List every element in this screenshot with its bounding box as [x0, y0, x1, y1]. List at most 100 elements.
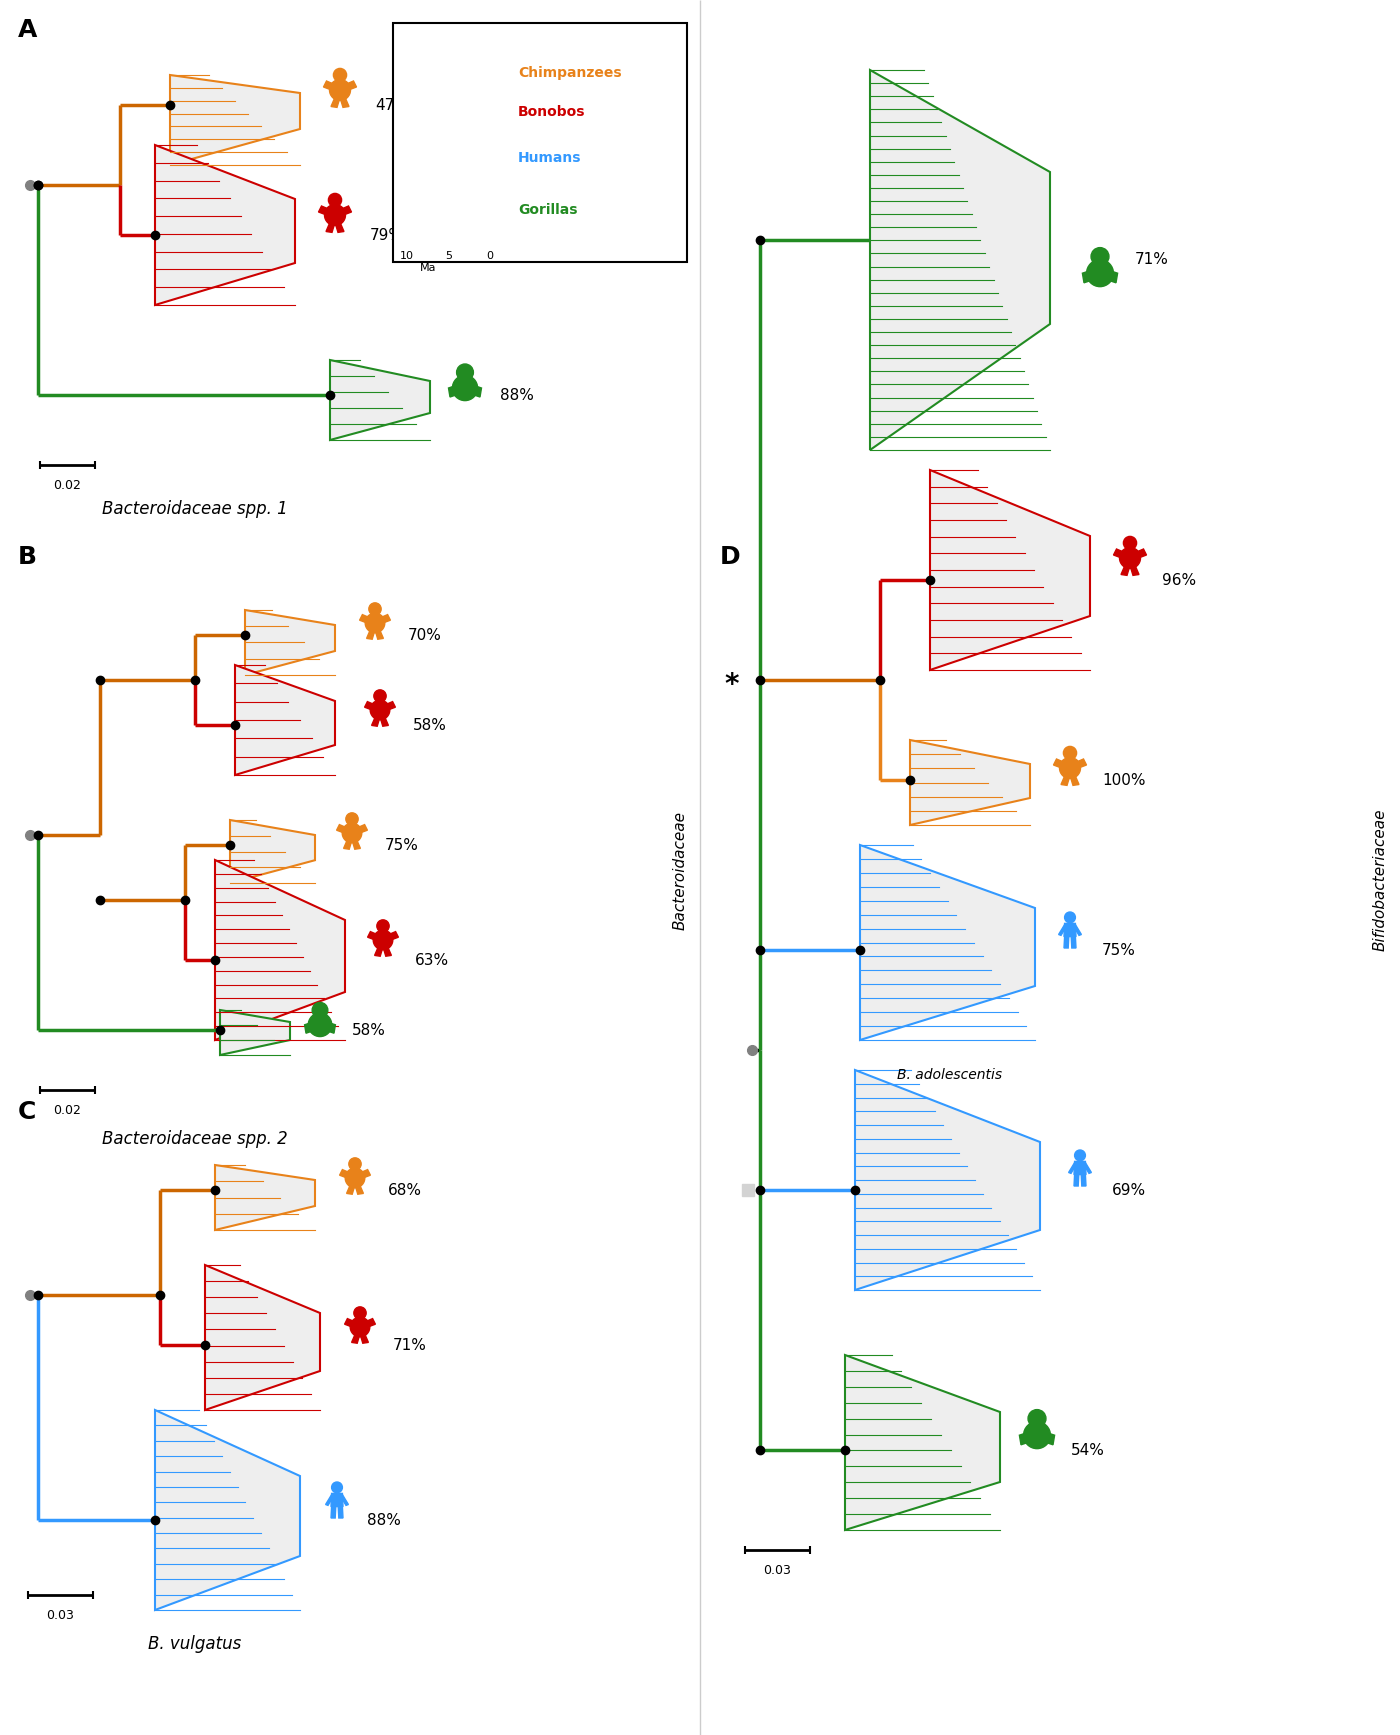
Circle shape	[365, 612, 385, 633]
Text: 79%: 79%	[370, 227, 405, 243]
Text: *: *	[725, 671, 739, 699]
Polygon shape	[624, 66, 634, 75]
Polygon shape	[630, 78, 636, 85]
Polygon shape	[375, 628, 384, 638]
Polygon shape	[360, 614, 372, 625]
Polygon shape	[330, 95, 340, 108]
Polygon shape	[594, 210, 602, 219]
Polygon shape	[1074, 925, 1081, 935]
Polygon shape	[1064, 923, 1077, 937]
Polygon shape	[588, 154, 594, 161]
Polygon shape	[351, 1332, 360, 1343]
Text: 54%: 54%	[1071, 1442, 1105, 1457]
Polygon shape	[155, 1411, 300, 1610]
Polygon shape	[596, 163, 601, 172]
Text: 58%: 58%	[351, 1022, 386, 1038]
Polygon shape	[340, 1494, 349, 1506]
Polygon shape	[610, 210, 619, 219]
Polygon shape	[360, 1332, 368, 1343]
Polygon shape	[323, 82, 337, 92]
Polygon shape	[638, 66, 648, 75]
Text: 0.03: 0.03	[46, 1608, 74, 1622]
Polygon shape	[358, 1169, 371, 1180]
Polygon shape	[336, 824, 349, 835]
Polygon shape	[1058, 925, 1067, 935]
Polygon shape	[1074, 1175, 1079, 1187]
Polygon shape	[330, 359, 430, 441]
Polygon shape	[855, 1070, 1040, 1291]
Circle shape	[1123, 536, 1137, 550]
Circle shape	[350, 1317, 370, 1336]
Polygon shape	[368, 932, 381, 942]
Text: 75%: 75%	[1102, 942, 1135, 958]
Polygon shape	[326, 1494, 333, 1506]
Polygon shape	[1084, 1162, 1092, 1173]
Circle shape	[598, 104, 613, 120]
Circle shape	[332, 1482, 343, 1492]
Polygon shape	[846, 1355, 1000, 1530]
Text: 47%: 47%	[375, 97, 409, 113]
Polygon shape	[216, 861, 344, 1039]
Circle shape	[1086, 260, 1113, 286]
Polygon shape	[378, 614, 391, 625]
Circle shape	[631, 57, 641, 68]
Circle shape	[346, 812, 358, 826]
Polygon shape	[155, 146, 295, 305]
Circle shape	[1023, 1421, 1050, 1449]
Circle shape	[601, 95, 610, 106]
Circle shape	[370, 701, 389, 720]
Text: 68%: 68%	[388, 1183, 421, 1197]
Polygon shape	[326, 220, 335, 232]
Polygon shape	[220, 1010, 290, 1055]
Text: 0.02: 0.02	[53, 479, 81, 493]
Polygon shape	[1019, 1431, 1030, 1445]
Polygon shape	[599, 154, 605, 161]
Circle shape	[599, 194, 612, 206]
Text: B: B	[18, 545, 36, 569]
Polygon shape	[608, 106, 619, 113]
Text: Ma: Ma	[420, 264, 435, 272]
Text: 100%: 100%	[1102, 772, 1145, 788]
Polygon shape	[1043, 1431, 1054, 1445]
Polygon shape	[1070, 774, 1079, 786]
Polygon shape	[1130, 564, 1140, 576]
Polygon shape	[1121, 564, 1130, 576]
Text: Gorillas: Gorillas	[518, 203, 577, 217]
Circle shape	[329, 193, 342, 206]
Polygon shape	[592, 153, 601, 163]
Polygon shape	[326, 1022, 336, 1034]
Polygon shape	[1053, 758, 1067, 770]
Text: Bacteroidaceae spp. 2: Bacteroidaceae spp. 2	[102, 1129, 288, 1149]
Circle shape	[342, 822, 361, 843]
Polygon shape	[354, 824, 367, 835]
Text: 71%: 71%	[393, 1338, 427, 1353]
Polygon shape	[305, 1022, 315, 1034]
Text: 0.03: 0.03	[763, 1563, 791, 1577]
Polygon shape	[869, 69, 1050, 449]
Circle shape	[368, 602, 381, 616]
Polygon shape	[230, 821, 315, 883]
Polygon shape	[371, 715, 379, 727]
FancyBboxPatch shape	[393, 23, 687, 262]
Polygon shape	[245, 611, 335, 675]
Text: Bacteroidaceae: Bacteroidaceae	[672, 810, 687, 930]
Polygon shape	[204, 1265, 321, 1411]
Text: Bifidobacteriaceae: Bifidobacteriaceae	[1372, 809, 1387, 951]
Polygon shape	[592, 163, 595, 172]
Polygon shape	[335, 220, 344, 232]
Polygon shape	[930, 470, 1091, 670]
Polygon shape	[169, 75, 300, 165]
Polygon shape	[606, 116, 613, 125]
Polygon shape	[337, 206, 351, 217]
Circle shape	[329, 80, 350, 101]
Polygon shape	[344, 1319, 357, 1329]
Polygon shape	[347, 1183, 356, 1194]
Circle shape	[629, 66, 644, 82]
Polygon shape	[343, 838, 351, 848]
Circle shape	[452, 375, 477, 401]
Circle shape	[325, 205, 346, 226]
Polygon shape	[1068, 1162, 1077, 1173]
Text: 69%: 69%	[1112, 1183, 1147, 1197]
Text: 58%: 58%	[413, 718, 447, 732]
Polygon shape	[386, 932, 399, 942]
